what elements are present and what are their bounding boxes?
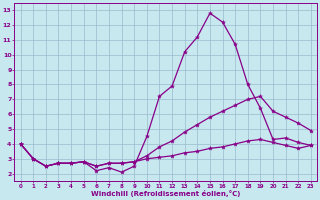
X-axis label: Windchill (Refroidissement éolien,°C): Windchill (Refroidissement éolien,°C) [91,190,240,197]
